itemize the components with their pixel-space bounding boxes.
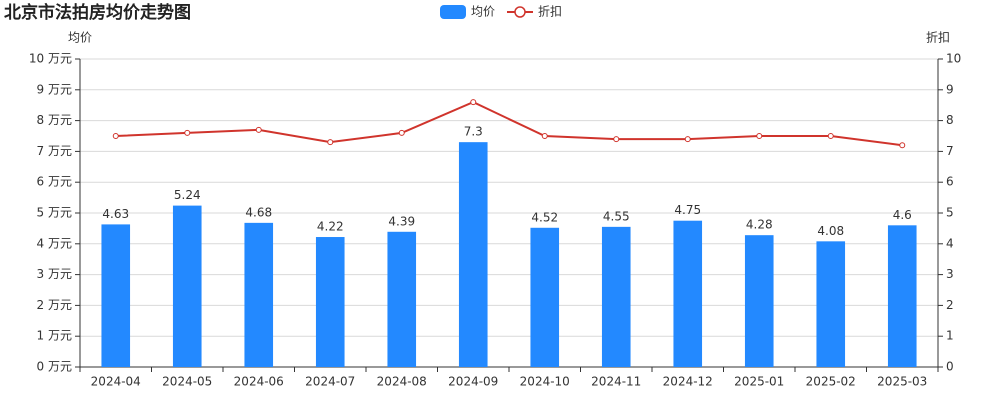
bar xyxy=(172,205,202,367)
line-point xyxy=(827,133,834,139)
bar xyxy=(601,226,631,367)
bar xyxy=(387,231,417,367)
bar-value-label: 4.63 xyxy=(102,207,129,221)
line-point xyxy=(756,133,763,139)
y2-tick-label: 5 xyxy=(946,206,954,220)
bar xyxy=(530,227,560,367)
x-tick-label: 2025-01 xyxy=(734,375,784,389)
bar-value-label: 5.24 xyxy=(174,188,201,202)
x-tick-label: 2024-06 xyxy=(234,375,284,389)
line-point xyxy=(184,129,191,136)
bar-value-label: 4.6 xyxy=(893,208,912,222)
y-tick-label: 0 万元 xyxy=(37,360,72,374)
line-point xyxy=(470,99,477,106)
x-tick-label: 2024-08 xyxy=(377,375,427,389)
bar-value-label: 7.3 xyxy=(464,125,483,139)
y2-tick-label: 1 xyxy=(946,329,954,343)
y-tick-label: 5 万元 xyxy=(37,206,72,220)
bar xyxy=(673,220,703,367)
x-tick-label: 2024-05 xyxy=(162,375,212,389)
y-tick-label: 10 万元 xyxy=(29,52,72,66)
bar xyxy=(887,225,917,367)
y2-tick-label: 2 xyxy=(946,298,954,312)
line-point xyxy=(112,133,119,139)
y-tick-label: 3 万元 xyxy=(37,267,72,281)
y-tick-label: 4 万元 xyxy=(37,236,72,250)
chart-title: 北京市法拍房均价走势图 xyxy=(4,2,191,23)
legend-swatch xyxy=(514,6,526,18)
bar xyxy=(315,237,345,367)
bar-value-label: 4.22 xyxy=(317,220,344,234)
y-tick-label: 7 万元 xyxy=(37,144,72,158)
x-tick-label: 2024-11 xyxy=(591,375,641,389)
y-tick-label: 8 万元 xyxy=(37,113,72,127)
x-tick-label: 2025-03 xyxy=(877,375,927,389)
x-tick-label: 2024-10 xyxy=(520,375,570,389)
x-tick-label: 2024-04 xyxy=(91,375,141,389)
line xyxy=(115,101,903,147)
y-tick-label: 9 万元 xyxy=(37,82,72,96)
legend-label: 折扣 xyxy=(538,4,562,19)
legend-label: 均价 xyxy=(471,5,495,19)
bar xyxy=(458,142,488,367)
y2-tick-label: 4 xyxy=(946,236,954,250)
bar-value-label: 4.39 xyxy=(388,214,415,228)
x-tick-label: 2024-09 xyxy=(448,375,498,389)
y2-tick-label: 10 xyxy=(946,52,961,66)
line-point xyxy=(398,129,405,136)
y2-tick-label: 3 xyxy=(946,267,954,281)
line-point xyxy=(613,136,620,143)
y2-tick-label: 0 xyxy=(946,360,954,374)
y2-tick-label: 6 xyxy=(946,175,954,189)
line-point xyxy=(327,139,334,146)
bar-value-label: 4.08 xyxy=(817,224,844,238)
line-point xyxy=(255,126,262,133)
y-tick-label: 6 万元 xyxy=(37,175,72,189)
bar-value-label: 4.55 xyxy=(603,209,630,223)
bar xyxy=(816,241,846,367)
y-tick-label: 1 万元 xyxy=(37,329,72,343)
bar xyxy=(744,235,774,367)
line-point xyxy=(541,133,548,139)
line-point xyxy=(684,136,691,143)
bar xyxy=(244,222,274,367)
x-tick-label: 2025-02 xyxy=(806,375,856,389)
x-tick-label: 2024-07 xyxy=(305,375,355,389)
x-tick-label: 2024-12 xyxy=(663,375,713,389)
bar xyxy=(101,224,131,367)
y2-tick-label: 7 xyxy=(946,144,954,158)
bar-value-label: 4.52 xyxy=(531,210,558,224)
line-point xyxy=(899,142,906,149)
bar-value-label: 4.75 xyxy=(674,203,701,217)
bar-value-label: 4.28 xyxy=(746,218,773,232)
y2-tick-label: 8 xyxy=(946,113,954,127)
legend-swatch xyxy=(440,5,466,19)
bar-value-label: 4.68 xyxy=(245,205,272,219)
y2-axis-title: 折扣 xyxy=(926,30,950,45)
y-axis-title: 均价 xyxy=(68,31,92,45)
y2-tick-label: 9 xyxy=(946,82,954,96)
y-tick-label: 2 万元 xyxy=(37,298,72,312)
